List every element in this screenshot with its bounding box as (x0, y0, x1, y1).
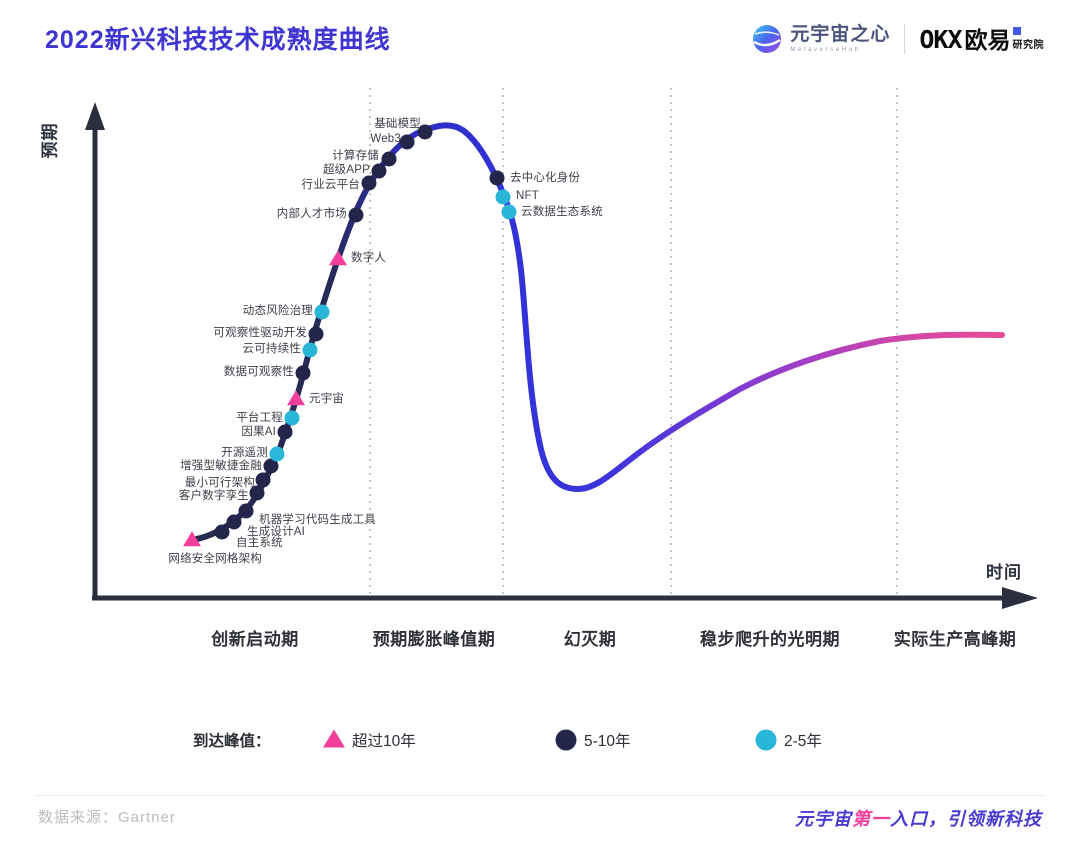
curve-point-cyan (269, 446, 285, 462)
curve-point-dark (381, 151, 397, 167)
curve-point-dark (399, 134, 415, 150)
point-label: 计算存储 (332, 150, 379, 162)
phase-label: 实际生产高峰期 (893, 630, 1017, 649)
point-label: 基础模型 (374, 118, 421, 130)
legend-marker-dark (555, 729, 577, 751)
curve-point-triangle (329, 250, 347, 266)
phase-label: 幻灭期 (563, 630, 617, 649)
curve-point-dark (417, 124, 433, 140)
point-label: 去中心化身份 (510, 172, 581, 184)
curve-point-dark (263, 458, 279, 474)
okx-blue-square-icon (1012, 27, 1021, 35)
curve-point-triangle (287, 390, 305, 406)
footer-slogan: 元宇宙第一入口，引领新科技 (795, 805, 1042, 831)
slogan-segment: 元宇宙 (795, 809, 852, 829)
curve-point-cyan (501, 204, 517, 220)
point-label: Web3 (370, 133, 401, 145)
point-label: 网络安全网格架构 (168, 553, 262, 565)
curve-point-dark (214, 524, 230, 540)
curve-point-dark (238, 503, 254, 519)
phase-label: 稳步爬升的光明期 (700, 630, 840, 649)
phase-label: 创新启动期 (211, 630, 299, 649)
curve-point-dark (249, 485, 265, 501)
metaversehub-subtitle: MetaverseHub (790, 47, 861, 53)
point-label: 可观察性驱动开发 (213, 327, 307, 339)
point-label: 元宇宙 (309, 393, 345, 405)
metaversehub-name: 元宇宙之心 (790, 24, 891, 45)
curve-point-triangle (183, 531, 201, 547)
point-label: 超级APP (322, 164, 370, 176)
legend-marker-triangle (323, 729, 345, 748)
phase-label: 预期膨胀峰值期 (372, 630, 496, 649)
okx-wordmark: OKX (919, 24, 962, 54)
point-label: 自主系统 (236, 537, 283, 549)
y-axis (85, 102, 105, 598)
point-label: NFT (516, 190, 539, 202)
point-label: 云可持续性 (242, 343, 301, 355)
point-label: 动态风险治理 (242, 305, 313, 317)
point-label: 客户数字孪生 (178, 490, 249, 502)
okx-cn-name: 欧易 (964, 27, 1011, 54)
curve-point-dark (348, 207, 364, 223)
point-label: 增强型敏捷金融 (180, 460, 262, 472)
okx-subtitle: 研究院 (1012, 40, 1044, 51)
point-label: 平台工程 (236, 412, 283, 424)
x-axis-label: 时间 (986, 563, 1022, 582)
phase-separator-lines (369, 88, 898, 597)
metaversehub-logo-icon (753, 25, 782, 53)
point-label: 生成设计AI (247, 526, 306, 538)
legend-marker-cyan (755, 729, 777, 751)
slogan-segment: 入口，引领新科技 (890, 809, 1042, 829)
curve-point-cyan (302, 342, 318, 358)
curve-point-dark (226, 514, 242, 530)
point-label: 行业云平台 (301, 179, 360, 191)
point-label: 机器学习代码生成工具 (259, 514, 376, 526)
curve-point-dark (255, 472, 271, 488)
data-source: 数据来源：Gartner (38, 809, 176, 826)
curve-point-dark (308, 326, 324, 342)
curve-point-dark (489, 170, 505, 186)
point-label: 内部人才市场 (276, 208, 347, 220)
x-axis (92, 587, 1038, 609)
curve-point-cyan (495, 189, 511, 205)
page-title: 2022新兴科技技术成熟度曲线 (45, 26, 391, 54)
curve-point-dark (371, 163, 387, 179)
point-label: 云数据生态系统 (521, 206, 603, 218)
footer-divider (35, 795, 1045, 796)
curve-point-cyan (314, 304, 330, 320)
legend-item-label: 超过10年 (352, 733, 416, 750)
curve-point-dark (295, 365, 311, 381)
legend-item-label: 2-5年 (784, 733, 822, 750)
slogan-segment: 第一 (852, 809, 890, 829)
y-axis-label: 预期 (40, 122, 60, 159)
point-label: 最小可行架构 (184, 477, 255, 489)
brand-area: 元宇宙之心 MetaverseHub OKX 欧易 研究院 (752, 24, 1044, 54)
point-label: 开源遥测 (221, 447, 268, 459)
brand-divider (904, 24, 906, 54)
curve-point-dark (361, 175, 377, 191)
point-label: 数据可观察性 (223, 366, 294, 378)
curve-point-cyan (284, 410, 300, 426)
okx-logo: OKX 欧易 研究院 (919, 24, 1044, 54)
legend-item-label: 5-10年 (584, 733, 631, 750)
point-label: 因果AI (241, 426, 276, 438)
point-label: 数字人 (351, 252, 387, 264)
curve-point-dark (277, 424, 293, 440)
legend-title: 到达峰值： (193, 733, 271, 750)
